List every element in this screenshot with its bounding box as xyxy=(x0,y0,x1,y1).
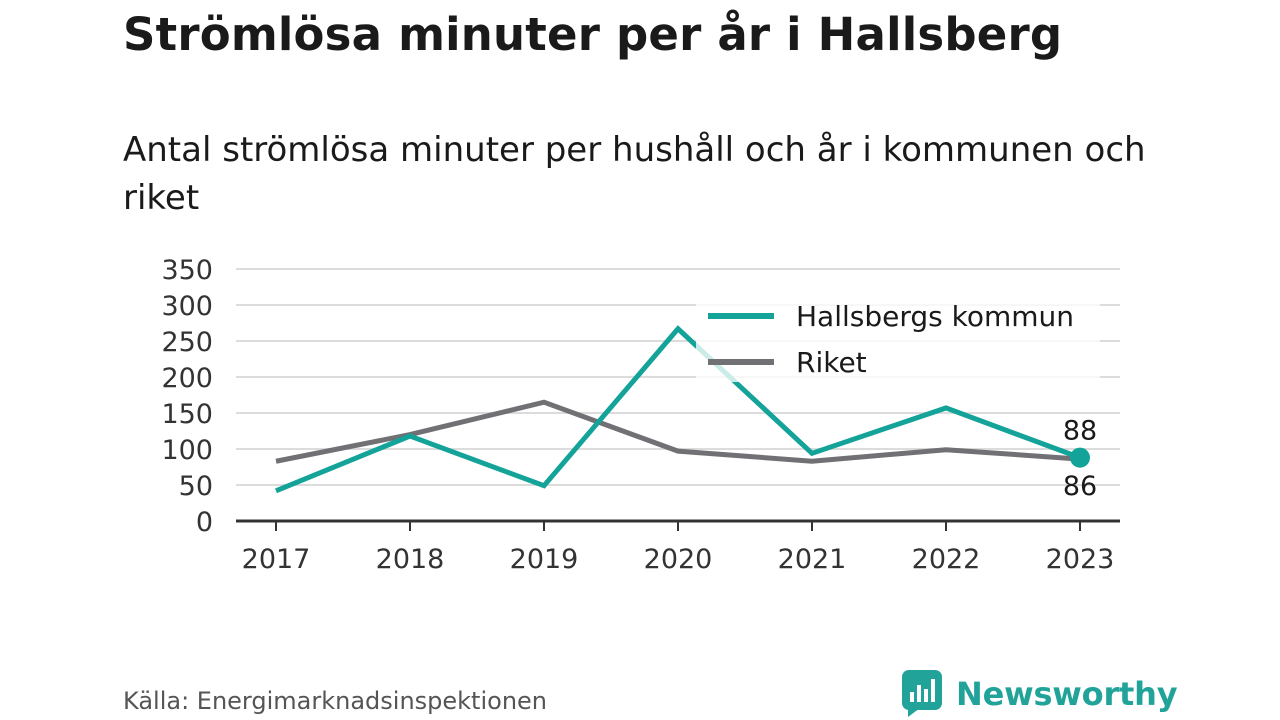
y-tick-label: 50 xyxy=(179,471,213,502)
y-axis-ticks: 0 50 100 150 200 250 300 350 xyxy=(161,255,213,538)
chart-title: Strömlösa minuter per år i Hallsberg xyxy=(123,8,1063,61)
y-tick-label: 100 xyxy=(161,435,213,466)
series-end-point xyxy=(1070,447,1090,468)
brand-logo: Newsworthy xyxy=(902,670,1178,718)
x-tick-label: 2023 xyxy=(1046,544,1115,575)
x-tick-label: 2022 xyxy=(912,544,981,575)
data-label: 88 xyxy=(1063,416,1097,447)
x-tick-label: 2019 xyxy=(510,544,579,575)
x-tick-label: 2018 xyxy=(376,544,445,575)
legend-box xyxy=(696,290,1100,382)
legend-label: Hallsbergs kommun xyxy=(796,300,1074,333)
x-tick-label: 2021 xyxy=(778,544,847,575)
brand-name: Newsworthy xyxy=(956,675,1178,713)
series-line-hallsbergs-kommun xyxy=(275,325,1081,494)
y-tick-label: 250 xyxy=(161,327,213,358)
y-tick-label: 350 xyxy=(161,255,213,286)
y-tick-label: 0 xyxy=(196,507,213,538)
source-note: Källa: Energimarknadsinspektionen xyxy=(123,687,548,715)
x-axis: 2017 2018 2019 2020 2021 2022 2023 xyxy=(236,519,1120,575)
legend: Hallsbergs kommun Riket xyxy=(696,290,1100,382)
data-label: 86 xyxy=(1063,471,1097,502)
chart-subtitle: Antal strömlösa minuter per hushåll och … xyxy=(123,130,1146,218)
series-lines xyxy=(275,325,1090,494)
y-tick-label: 300 xyxy=(161,291,213,322)
data-labels: 88 86 xyxy=(1063,416,1097,502)
x-tick-label: 2017 xyxy=(242,544,311,575)
x-tick-label: 2020 xyxy=(644,544,713,575)
legend-label: Riket xyxy=(796,346,867,379)
y-tick-label: 150 xyxy=(161,399,213,430)
newsworthy-logo-icon xyxy=(902,670,942,717)
y-tick-label: 200 xyxy=(161,363,213,394)
